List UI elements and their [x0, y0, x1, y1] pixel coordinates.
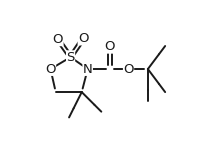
Text: N: N: [83, 63, 93, 76]
Text: O: O: [78, 32, 88, 45]
Text: O: O: [105, 40, 115, 53]
Text: O: O: [53, 33, 63, 46]
Text: S: S: [66, 51, 75, 64]
Text: O: O: [45, 63, 56, 76]
Text: O: O: [123, 63, 134, 76]
